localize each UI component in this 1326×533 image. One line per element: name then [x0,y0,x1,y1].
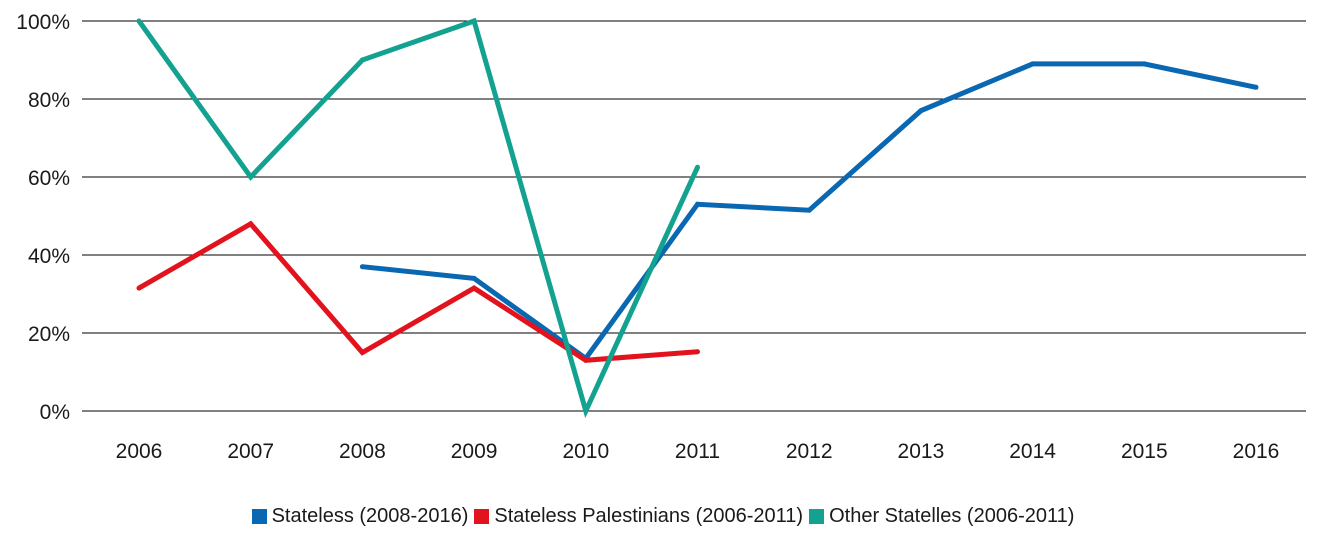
x-tick-label: 2007 [227,440,274,463]
legend-item: Stateless Palestinians (2006-2011) [474,505,803,528]
x-tick-label: 2013 [898,440,945,463]
line-chart: 0%20%40%60%80%100% 2006 2007 2008 2009 2010 2… [16,11,1306,463]
legend-label: Other Statelles (2006-2011) [829,505,1075,527]
legend: Stateless (2008-2016) Stateless Palestini… [0,505,1326,528]
x-tick-label: 2012 [786,440,833,463]
y-tick-label: 20% [28,323,70,346]
data-point [695,201,700,207]
y-tick-label: 0% [40,401,70,424]
legend-swatch [251,509,267,524]
data-point [471,18,477,24]
data-point [1253,84,1259,90]
y-tick-label: 60% [28,167,70,190]
data-point [359,57,365,63]
data-point [695,349,700,355]
data-point [471,275,477,281]
y-tick-label: 40% [28,245,70,268]
x-axis-labels: 2006 2007 2008 2009 2010 2011 2012 2013 2014 2015… [116,440,1280,463]
legend-label: Stateless Palestinians (2006-2011) [494,505,804,527]
series-line-1 [137,220,698,363]
x-tick-label: 2006 [116,440,163,463]
data-point [471,285,477,291]
data-point [806,207,812,213]
x-tick-label: 2008 [339,440,386,463]
data-point [1141,61,1147,67]
legend-item: Other Statelles (2006-2011) [809,505,1074,528]
x-tick-label: 2011 [675,440,720,463]
legend-swatch [809,509,825,524]
data-point [248,174,254,180]
legend-swatch [474,509,490,524]
data-point [695,164,700,170]
y-tick-label: 100% [16,11,70,34]
data-point [918,108,924,114]
x-tick-label: 2010 [562,440,609,463]
data-point [1030,61,1036,67]
data-point [359,264,365,270]
x-tick-label: 2009 [451,440,498,463]
gridlines [82,20,1306,412]
x-tick-label: 2016 [1233,440,1280,463]
y-axis-labels: 0% 20% 40% 60% 80% 100% [16,11,70,424]
data-point [583,357,589,363]
y-tick-label: 80% [28,89,70,112]
x-tick-label: 2014 [1009,440,1056,463]
data-point [136,285,142,291]
legend-label: Stateless (2008-2016) [271,505,469,527]
data-point [136,18,142,24]
data-point [359,350,365,355]
x-tick-label: 2015 [1121,440,1168,463]
series-lines [136,17,1259,419]
data-point [583,408,589,414]
series-line-2 [136,17,700,419]
data-point [248,221,254,227]
legend-item: Stateless (2008-2016) [251,505,469,528]
